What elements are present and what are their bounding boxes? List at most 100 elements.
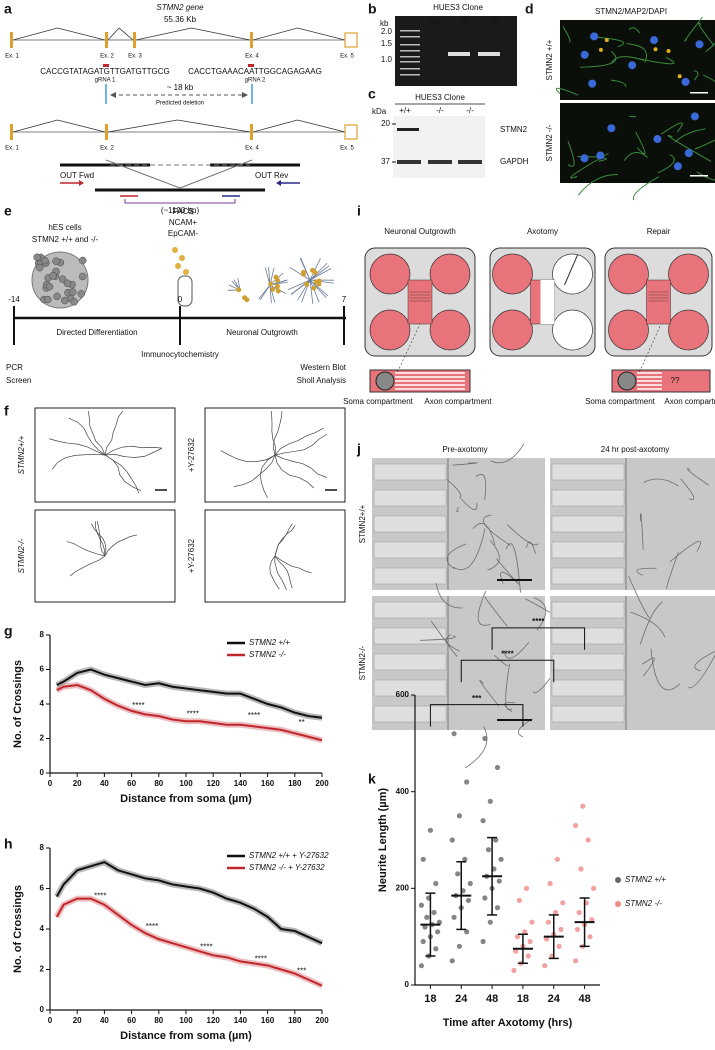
neurite — [567, 141, 575, 167]
axon — [446, 634, 460, 652]
cell — [53, 292, 61, 301]
stroke — [639, 323, 662, 373]
shape — [560, 20, 715, 100]
axon — [477, 590, 491, 626]
neurite-trace — [233, 454, 276, 487]
neurite-trace — [68, 417, 106, 456]
y-tick-label: 2 — [40, 965, 45, 974]
data-point — [451, 731, 457, 737]
grna-label: gRNA 2 — [245, 78, 266, 84]
neurite-trace — [104, 445, 163, 456]
cell — [49, 271, 57, 280]
data-point — [527, 938, 533, 945]
panel-label: c — [368, 86, 376, 102]
cell — [36, 263, 44, 272]
stmn2-signal — [677, 74, 682, 79]
data-point — [543, 936, 550, 942]
significance: **** — [248, 711, 260, 720]
x-axis-label: Distance from soma (µm) — [120, 1030, 252, 1042]
axon — [642, 657, 655, 677]
shape — [397, 128, 419, 131]
assay-label: Western Blot — [300, 363, 346, 372]
axon — [430, 620, 458, 657]
significance: *** — [472, 694, 482, 703]
data-point — [449, 837, 455, 843]
shape — [400, 50, 420, 52]
panel-label: e — [4, 203, 12, 219]
data-point — [424, 914, 430, 920]
shape — [373, 679, 447, 697]
axon — [435, 582, 463, 609]
soma — [274, 283, 280, 289]
panel-label: b — [368, 1, 377, 17]
lane-label: +/+ — [399, 106, 411, 115]
x-tick-label: 0 — [48, 779, 53, 788]
stroke — [269, 284, 272, 303]
row-label: STMN2 -/- — [545, 124, 554, 161]
neurite-trace — [274, 555, 293, 589]
shape — [400, 61, 420, 63]
series-band — [54, 895, 324, 989]
shape — [373, 489, 447, 507]
neurite — [667, 134, 712, 162]
x-tick-label: 48 — [578, 993, 590, 1005]
soma — [311, 285, 317, 291]
lane-label: B4 — [491, 20, 499, 26]
data-point — [514, 934, 521, 940]
significance: **** — [501, 649, 514, 658]
shape — [397, 160, 421, 164]
data-point — [418, 902, 425, 908]
shape — [551, 541, 625, 559]
stroke — [309, 279, 314, 304]
data-point — [511, 967, 517, 974]
x-tick-label: 80 — [154, 1016, 163, 1025]
cell — [70, 298, 78, 306]
assay-label: PCR — [6, 363, 23, 372]
ladder-label: 1.0 — [381, 55, 393, 64]
data-point — [523, 885, 530, 891]
stroke — [397, 323, 421, 373]
data-point — [585, 837, 591, 843]
well — [668, 253, 709, 295]
shape — [105, 32, 108, 48]
data-point — [498, 856, 504, 862]
grna-label: gRNA 1 — [95, 78, 116, 84]
y-tick-label: 6 — [40, 884, 45, 893]
row-label: STMN2 +/+ — [545, 39, 554, 80]
neurite-trace — [220, 450, 276, 463]
significance: **** — [255, 954, 267, 963]
significance-bracket — [491, 627, 586, 650]
data-point — [455, 871, 461, 877]
shape — [250, 32, 253, 48]
shape — [400, 44, 420, 46]
intron — [107, 119, 251, 133]
axon — [446, 543, 467, 570]
cell — [33, 253, 41, 262]
axon — [483, 514, 512, 547]
nucleus — [580, 50, 589, 59]
well — [668, 309, 709, 351]
data-point — [529, 919, 535, 925]
data-point — [480, 938, 486, 945]
stmn2-signal — [653, 47, 658, 52]
shape — [428, 160, 452, 164]
x-tick-label: 140 — [234, 1016, 248, 1025]
x-tick-label: 20 — [73, 779, 82, 788]
shape — [10, 32, 13, 48]
axon — [452, 462, 478, 466]
panel-label: g — [4, 623, 13, 639]
axon — [686, 468, 710, 486]
soma-cluster — [617, 371, 637, 391]
compartment-label: Axon compartment — [664, 397, 715, 406]
data-point — [572, 958, 579, 964]
soma — [236, 287, 242, 293]
well — [552, 253, 593, 295]
data-point — [576, 909, 582, 916]
row-label: STMN2+/+ — [358, 504, 367, 543]
compartment-label: Soma compartment — [343, 397, 414, 406]
data-point — [496, 878, 502, 884]
lane-label: Ctrl — [430, 20, 439, 26]
neurite-trace — [269, 555, 280, 590]
shape — [373, 627, 447, 645]
